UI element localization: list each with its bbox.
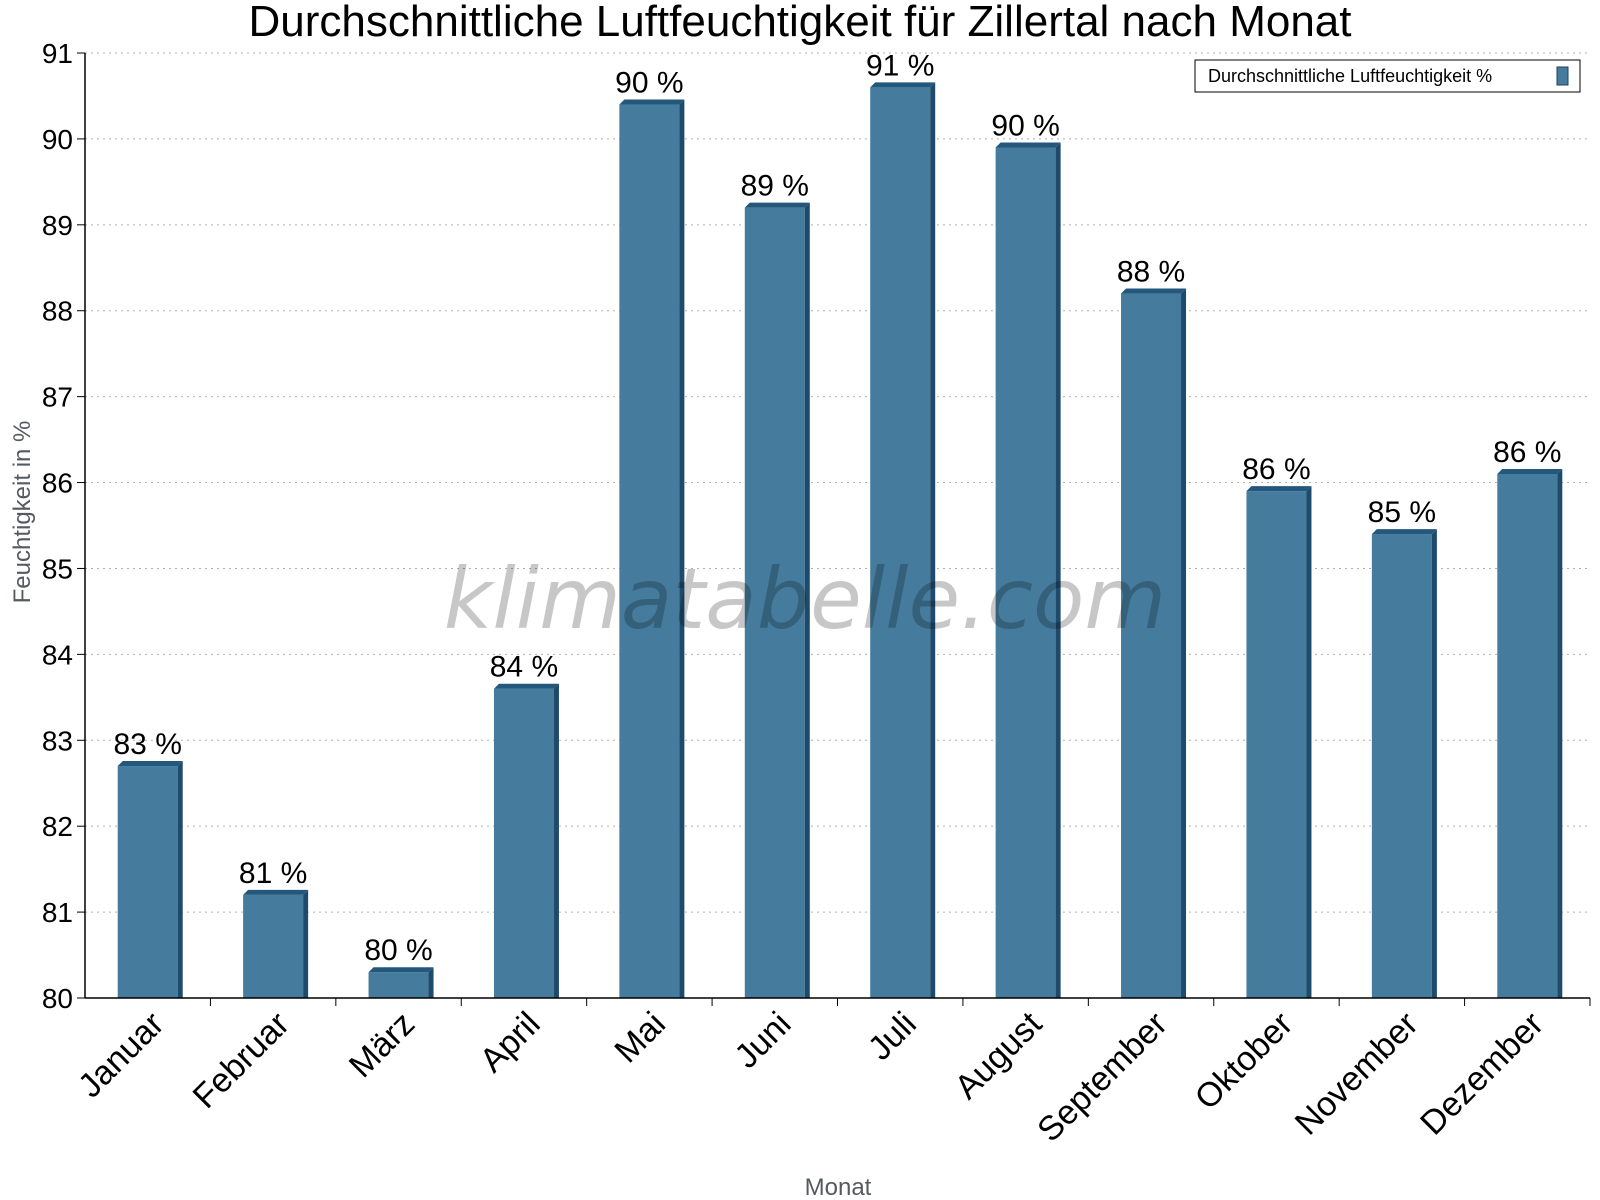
y-axis-ticks: 80 81 82 83 84 85 86 87 88 89 90 91: [42, 38, 85, 1014]
x-tick-label: August: [948, 1004, 1050, 1106]
bar-face: [870, 87, 931, 998]
bars: [117, 82, 1563, 999]
y-tick-label: 85: [42, 553, 73, 584]
bar-top: [368, 967, 434, 973]
data-labels: 83 % 81 % 80 % 84 % 90 % 89 % 91 % 90 % 88 % 86 %…: [114, 49, 1562, 967]
bar-side: [1431, 529, 1437, 998]
bar-side: [679, 99, 685, 998]
x-tick-label: Oktober: [1188, 1005, 1300, 1117]
y-tick-label: 84: [42, 639, 73, 670]
bar-Januar: [117, 761, 183, 998]
watermark: klimatabelle.com: [444, 550, 1167, 648]
x-tick-label: Juni: [727, 1005, 798, 1076]
x-tick-label: Juli: [861, 1005, 924, 1068]
y-tick-label: 82: [42, 811, 73, 842]
data-label: 86 %: [1242, 453, 1310, 486]
y-tick-label: 80: [42, 983, 73, 1014]
bar-top: [493, 683, 559, 689]
x-tick-label: April: [473, 1005, 548, 1080]
bar-side: [553, 683, 559, 998]
data-label: 88 %: [1117, 256, 1185, 289]
data-label: 85 %: [1368, 496, 1436, 529]
x-axis-title: Monat: [805, 1174, 872, 1200]
bar-top: [1121, 288, 1187, 294]
bar-April: [493, 683, 559, 998]
y-tick-label: 89: [42, 210, 73, 241]
x-tick-label: November: [1288, 1005, 1426, 1143]
bar-side: [804, 202, 810, 999]
bar-face: [493, 688, 554, 998]
bar-Juni: [744, 202, 810, 999]
bar-side: [1055, 142, 1061, 998]
bar-top: [870, 82, 936, 88]
data-label: 84 %: [490, 651, 558, 684]
bar-Dezember: [1497, 468, 1563, 998]
bar-face: [1497, 473, 1558, 998]
data-label: 91 %: [866, 49, 934, 82]
bar-August: [995, 142, 1061, 998]
bar-September: [1121, 288, 1187, 999]
x-tick-label: Februar: [186, 1005, 297, 1116]
data-label: 90 %: [615, 67, 683, 100]
bar-März: [368, 967, 434, 998]
grid-lines: [85, 52, 1590, 913]
data-label: 83 %: [114, 728, 182, 761]
y-tick-label: 88: [42, 296, 73, 327]
bar-face: [744, 207, 805, 999]
bar-side: [428, 967, 434, 998]
bar-face: [368, 972, 429, 998]
y-tick-label: 90: [42, 124, 73, 155]
bar-side: [1306, 486, 1312, 998]
x-tick-label: Januar: [71, 1005, 171, 1105]
bar-November: [1371, 529, 1437, 998]
legend-swatch: [1556, 66, 1569, 86]
bar-top: [1497, 468, 1563, 474]
bar-Mai: [619, 99, 685, 998]
data-label: 90 %: [991, 110, 1059, 143]
bar-side: [303, 889, 309, 998]
bar-face: [1121, 293, 1182, 999]
bar-top: [117, 761, 183, 767]
bar-Juli: [870, 82, 936, 998]
bar-face: [1246, 491, 1307, 998]
data-label: 81 %: [239, 857, 307, 890]
legend-box: [1194, 59, 1581, 93]
bar-face: [619, 104, 680, 998]
bar-top: [243, 889, 309, 895]
y-tick-label: 87: [42, 382, 73, 413]
x-tick-label: September: [1030, 1005, 1174, 1149]
legend-label: Durchschnittliche Luftfeuchtigkeit %: [1208, 66, 1492, 86]
data-label: 80 %: [364, 934, 432, 967]
bar-side: [1557, 468, 1563, 998]
data-label: 86 %: [1493, 436, 1561, 469]
x-axis-ticks: Januar Februar März April Mai Juni Juli AugustS…: [71, 998, 1591, 1149]
bar-top: [744, 202, 810, 208]
bar-top: [1246, 486, 1312, 492]
legend: Durchschnittliche Luftfeuchtigkeit %: [1194, 59, 1581, 93]
x-tick-label: Dezember: [1413, 1005, 1551, 1143]
bar-Februar: [243, 889, 309, 998]
y-tick-label: 91: [42, 38, 73, 69]
bar-face: [117, 766, 178, 998]
bar-face: [995, 147, 1056, 998]
axes: [84, 53, 1590, 999]
bar-side: [1181, 288, 1187, 999]
chart-title: Durchschnittliche Luftfeuchtigkeit für Z…: [249, 0, 1352, 46]
x-tick-label: Mai: [607, 1005, 673, 1071]
y-axis-title: Feuchtigkeit in %: [9, 421, 36, 604]
y-tick-label: 86: [42, 468, 73, 499]
bar-side: [930, 82, 936, 998]
bar-face: [243, 894, 304, 998]
bar-top: [1371, 529, 1437, 535]
bar-top: [619, 99, 685, 105]
y-tick-label: 83: [42, 725, 73, 756]
y-tick-label: 81: [42, 897, 73, 928]
bar-face: [1371, 534, 1432, 998]
bar-side: [177, 761, 183, 998]
data-label: 89 %: [741, 170, 809, 203]
bar-top: [995, 142, 1061, 148]
x-tick-label: März: [342, 1005, 422, 1085]
bar-Oktober: [1246, 486, 1312, 998]
